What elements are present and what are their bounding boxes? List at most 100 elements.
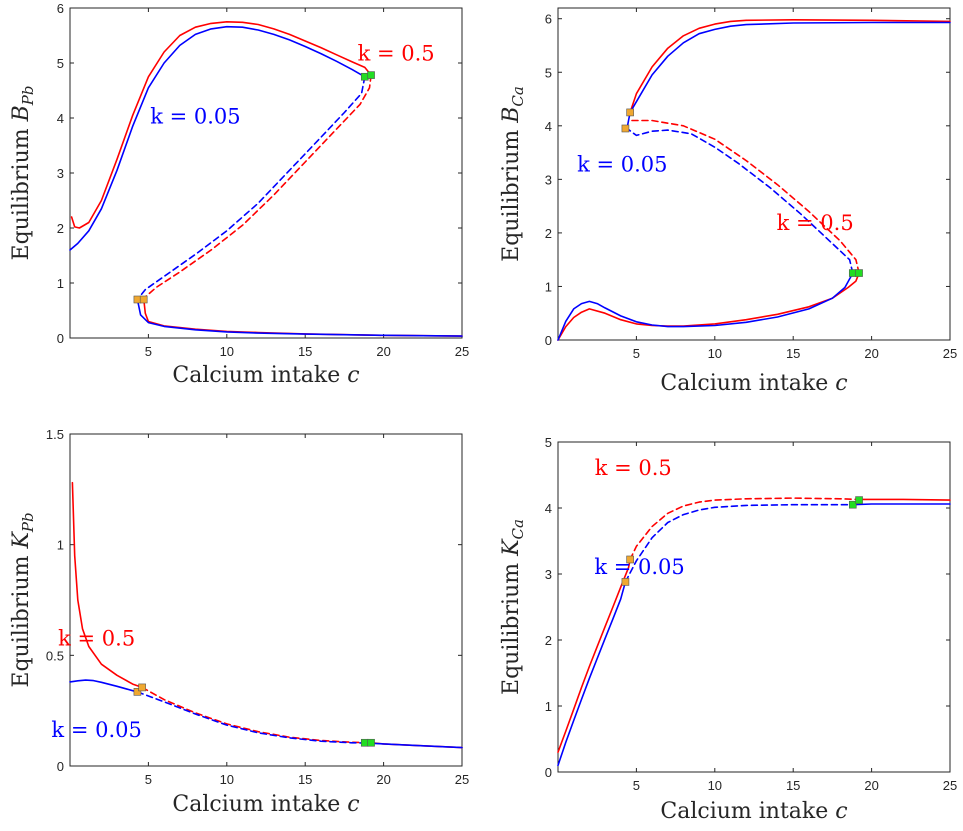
annotation-label: k = 0.05 xyxy=(594,555,684,579)
y-axis-symbol: K xyxy=(499,538,524,557)
panel-1: 5 10 15 20 25 0 1 2 3 4 5 6 Calcium intake c Equilibr… xyxy=(9,1,469,388)
series-k-0.5-solid-segment xyxy=(629,19,951,114)
series-k-0.5-solid-segment xyxy=(142,297,463,337)
y-tick-label: 1 xyxy=(545,699,552,714)
x-tick-label: 20 xyxy=(376,772,390,787)
fold-point-green xyxy=(367,738,375,747)
series-k-0.05-solid-segment xyxy=(626,21,951,130)
y-axis-symbol: K xyxy=(9,531,34,550)
x-tick-label: 5 xyxy=(633,346,640,361)
series-k-0.05-dashed-segment xyxy=(624,503,854,583)
series-k-0.05-solid-segment xyxy=(852,503,951,506)
fold-point-green xyxy=(855,496,863,504)
series-k-0.05-dashed-segment xyxy=(136,76,366,301)
x-tick-label: 25 xyxy=(455,772,469,787)
y-tick-label: 1.5 xyxy=(46,427,64,442)
x-axis-label-text: Calcium intake xyxy=(660,371,835,396)
fold-point-orange xyxy=(626,555,634,564)
y-tick-label: 6 xyxy=(57,1,64,16)
y-tick-label: 2 xyxy=(545,633,552,648)
series-k-0.5-dashed-segment xyxy=(142,74,372,300)
x-tick-label: 15 xyxy=(786,346,800,361)
y-axis-subscript: Ca xyxy=(509,519,527,539)
y-axis-symbol: B xyxy=(499,107,524,124)
x-axis-symbol: c xyxy=(347,792,359,817)
fold-point-orange xyxy=(133,688,142,696)
y-axis-label: Equilibrium BPb xyxy=(9,86,37,261)
fold-point-green xyxy=(360,72,369,81)
series-k-0.05-dashed-segment xyxy=(136,691,366,744)
fold-point-green xyxy=(360,738,369,747)
series-k-0.05-solid-segment xyxy=(69,25,366,251)
x-tick-label: 25 xyxy=(455,344,469,359)
y-axis-label: Equilibrium KPb xyxy=(9,512,37,687)
y-tick-label: 1 xyxy=(57,276,64,291)
y-tick-label: 4 xyxy=(57,111,64,126)
y-tick-label: 6 xyxy=(545,12,552,27)
y-axis-subscript: Ca xyxy=(509,86,527,106)
series-k-0.5-solid-segment xyxy=(71,481,143,689)
series-k-0.5-dashed-segment xyxy=(141,686,372,744)
y-tick-label: 5 xyxy=(57,56,64,71)
x-tick-label: 25 xyxy=(943,778,957,793)
y-axis-subscript: Pb xyxy=(19,512,37,533)
fold-point-orange xyxy=(626,108,634,117)
y-axis-label-text: Equilibrium xyxy=(9,121,34,260)
series-k-0.05-solid-segment xyxy=(136,298,463,337)
y-axis-subscript: Pb xyxy=(19,86,37,107)
y-tick-label: 4 xyxy=(545,119,552,134)
panel-4: 5 10 15 20 25 0 1 2 3 4 5 Calcium intake c Equilibri… xyxy=(499,435,957,824)
x-axis-label-text: Calcium intake xyxy=(660,799,835,824)
series-k-0.05-dashed-segment xyxy=(626,127,854,274)
x-tick-label: 20 xyxy=(376,344,390,359)
x-axis-symbol: c xyxy=(835,799,847,824)
series-k-0.05-solid-segment xyxy=(557,581,627,767)
x-axis-label: Calcium intake c xyxy=(660,799,847,824)
y-axis-label-text: Equilibrium xyxy=(499,123,524,262)
x-tick-label: 10 xyxy=(708,346,722,361)
y-tick-label: 2 xyxy=(57,221,64,236)
annotation-label: k = 0.05 xyxy=(150,105,240,129)
x-tick-label: 10 xyxy=(708,778,722,793)
y-tick-label: 5 xyxy=(545,435,552,450)
y-tick-label: 1 xyxy=(545,279,552,294)
fold-point-green xyxy=(367,71,375,79)
fold-point-green xyxy=(848,500,857,509)
series-k-0.5-dashed-segment xyxy=(629,497,860,561)
series-k-0.5-solid-segment xyxy=(70,21,372,229)
x-axis-label: Calcium intake c xyxy=(172,792,359,817)
y-axis-label-text: Equilibrium xyxy=(9,549,34,688)
y-tick-label: 5 xyxy=(545,65,552,80)
x-axis-label: Calcium intake c xyxy=(172,363,359,388)
series-k-0.5-dashed-segment xyxy=(629,119,860,274)
x-tick-label: 5 xyxy=(633,778,640,793)
x-tick-label: 10 xyxy=(220,772,234,787)
x-axis-symbol: c xyxy=(835,371,847,396)
annotation-label: k = 0.5 xyxy=(58,626,135,650)
y-tick-label: 0 xyxy=(57,759,64,774)
x-axis-symbol: c xyxy=(347,363,359,388)
series-k-0.05-solid-segment xyxy=(69,679,139,693)
y-tick-label: 0.5 xyxy=(46,648,64,663)
y-axis-symbol: B xyxy=(9,105,34,122)
y-axis-label: Equilibrium KCa xyxy=(499,519,527,695)
fold-point-orange xyxy=(138,683,146,692)
annotation-label: k = 0.5 xyxy=(777,211,854,235)
y-tick-label: 0 xyxy=(545,765,552,780)
y-tick-label: 2 xyxy=(545,226,552,241)
x-tick-label: 10 xyxy=(220,344,234,359)
panel-2: 5 10 15 20 25 0 1 2 3 4 5 6 Calcium intake c Equilibr… xyxy=(499,7,957,396)
y-tick-label: 4 xyxy=(545,501,552,516)
x-tick-label: 15 xyxy=(786,778,800,793)
x-axis-label-text: Calcium intake xyxy=(172,363,347,388)
y-axis-label: Equilibrium BCa xyxy=(499,86,527,262)
series-k-0.05-solid-segment xyxy=(557,272,854,341)
fold-point-orange xyxy=(621,124,630,133)
x-axis-label: Calcium intake c xyxy=(660,371,847,396)
y-tick-label: 0 xyxy=(57,331,64,346)
fold-point-orange xyxy=(139,295,148,304)
x-tick-label: 20 xyxy=(864,778,878,793)
fold-point-orange xyxy=(621,578,630,586)
x-axis-label-text: Calcium intake xyxy=(172,792,347,817)
